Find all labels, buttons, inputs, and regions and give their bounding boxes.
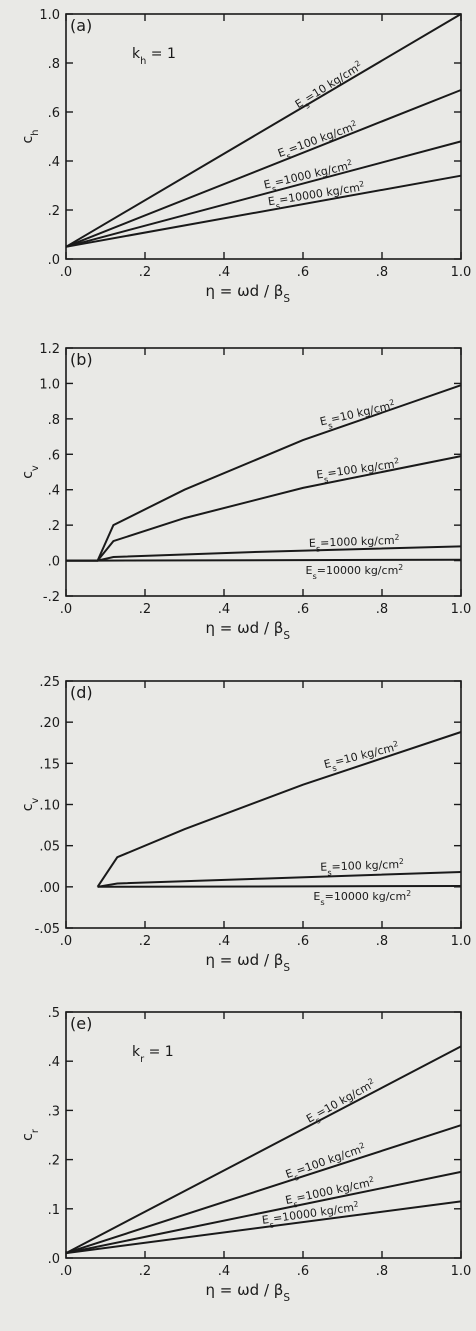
x-tick-label: 1.0	[451, 1264, 472, 1279]
series-label: Es=100 kg/cm2	[320, 856, 404, 877]
y-axis-label: cr	[20, 1128, 41, 1141]
panel-label: (b)	[70, 350, 93, 369]
series-label: Es=1000 kg/cm2	[309, 532, 400, 554]
y-axis-label: cv	[20, 798, 41, 812]
y-tick-label: -.2	[43, 590, 60, 605]
y-tick-label: .8	[48, 57, 60, 72]
x-tick-label: 1.0	[451, 265, 472, 280]
x-tick-label: .8	[376, 934, 388, 949]
series-line	[66, 558, 462, 562]
series-line	[65, 1124, 462, 1255]
series-line	[65, 1170, 462, 1255]
x-tick-label: .0	[60, 265, 72, 280]
y-tick-label: .20	[39, 716, 60, 731]
series-line	[97, 871, 462, 888]
series-line	[65, 1200, 462, 1255]
x-axis-label: η = ωd / βS	[206, 282, 291, 305]
y-tick-label: .3	[48, 1104, 60, 1119]
series-label: Es=10000 kg/cm2	[313, 889, 411, 908]
plot-frame	[65, 1011, 462, 1259]
y-axis-label: ch	[20, 130, 41, 144]
series-line	[65, 13, 462, 248]
x-axis-label: η = ωd / βS	[206, 951, 291, 974]
y-tick-label: .0	[48, 253, 60, 268]
y-tick-label: .25	[39, 675, 60, 690]
y-tick-label: .1	[48, 1203, 60, 1218]
panel-label: (a)	[70, 16, 92, 35]
series-line	[66, 455, 462, 562]
chart-panel-3: .0 .2 .4 .6 .8 1.0 -.05 .00 .05 .10 .15 .20 .25 (d) cv…	[20, 675, 471, 974]
series-label: Es=10 kg/cm2	[318, 397, 397, 432]
parameter-annotation: kr = 1	[132, 1044, 174, 1065]
x-tick-label: .0	[60, 934, 72, 949]
x-tick-label: .2	[139, 602, 151, 617]
y-tick-label: -.05	[35, 922, 60, 937]
chart-panel-4: .0 .2 .4 .6 .8 1.0 .0 .1 .2 .3 .4 .5 (e) kr = 1 cr η = …	[20, 1006, 471, 1304]
x-tick-label: .6	[297, 602, 309, 617]
y-tick-label: .8	[48, 413, 60, 428]
x-tick-label: 1.0	[451, 602, 472, 617]
y-tick-label: .6	[48, 106, 60, 121]
y-tick-label: .15	[39, 757, 60, 772]
y-tick-label: .00	[39, 881, 60, 896]
series-line	[65, 1045, 462, 1254]
series-line	[65, 140, 462, 248]
plot-frame	[65, 347, 462, 597]
x-axis-label: η = ωd / βS	[206, 1281, 291, 1304]
series-line	[65, 174, 462, 248]
x-tick-label: .8	[376, 265, 388, 280]
y-tick-label: .0	[48, 1252, 60, 1267]
panel-label: (e)	[70, 1014, 92, 1033]
y-tick-label: .2	[48, 1154, 60, 1169]
y-tick-label: .4	[48, 1055, 60, 1070]
series-label: Es=10 kg/cm2	[303, 1076, 379, 1129]
x-tick-label: .4	[218, 265, 230, 280]
chart-panel-1: .0 .2 .4 .6 .8 1.0 .0 .2 .4 .6 .8 1.0 (a) kh = 1 ch η =…	[20, 8, 471, 305]
series-label: Es=100 kg/cm2	[315, 456, 401, 486]
y-tick-label: .2	[48, 519, 60, 534]
x-tick-label: 1.0	[451, 934, 472, 949]
x-tick-label: .0	[60, 1264, 72, 1279]
parameter-annotation: kh = 1	[132, 46, 176, 67]
x-tick-label: .4	[218, 1264, 230, 1279]
y-tick-label: .05	[39, 840, 60, 855]
x-tick-label: .4	[218, 934, 230, 949]
y-tick-label: .4	[48, 155, 60, 170]
x-tick-label: .8	[376, 1264, 388, 1279]
series-line	[66, 545, 462, 562]
series-label: Es=10000 kg/cm2	[305, 562, 403, 581]
plot-frame	[65, 13, 462, 260]
y-tick-label: 1.0	[39, 377, 60, 392]
x-tick-label: .4	[218, 602, 230, 617]
x-tick-label: .6	[297, 1264, 309, 1279]
x-axis-label: η = ωd / βS	[206, 619, 291, 642]
x-tick-label: .6	[297, 265, 309, 280]
series-line	[97, 885, 462, 888]
y-tick-label: .5	[48, 1006, 60, 1021]
series-label: Es=10 kg/cm2	[292, 58, 367, 114]
y-axis-label: cv	[20, 465, 41, 479]
y-tick-label: 1.0	[39, 8, 60, 23]
y-tick-label: 1.2	[39, 342, 60, 357]
x-tick-label: .8	[376, 602, 388, 617]
y-tick-label: .2	[48, 204, 60, 219]
y-tick-label: .0	[48, 555, 60, 570]
x-tick-label: .2	[139, 265, 151, 280]
y-tick-label: .4	[48, 484, 60, 499]
x-tick-label: .6	[297, 934, 309, 949]
panel-label: (d)	[70, 683, 93, 702]
y-tick-label: .10	[39, 799, 60, 814]
series-line	[66, 384, 462, 562]
x-tick-label: .0	[60, 602, 72, 617]
x-tick-label: .2	[139, 934, 151, 949]
series-line	[96, 731, 462, 888]
series-line	[65, 89, 462, 248]
x-tick-label: .2	[139, 1264, 151, 1279]
chart-panel-2: .0.2.4.6.8 1.0-.2.0.2.4.6.81.01.2(b)cvη =…	[20, 342, 471, 642]
y-tick-label: .6	[48, 448, 60, 463]
